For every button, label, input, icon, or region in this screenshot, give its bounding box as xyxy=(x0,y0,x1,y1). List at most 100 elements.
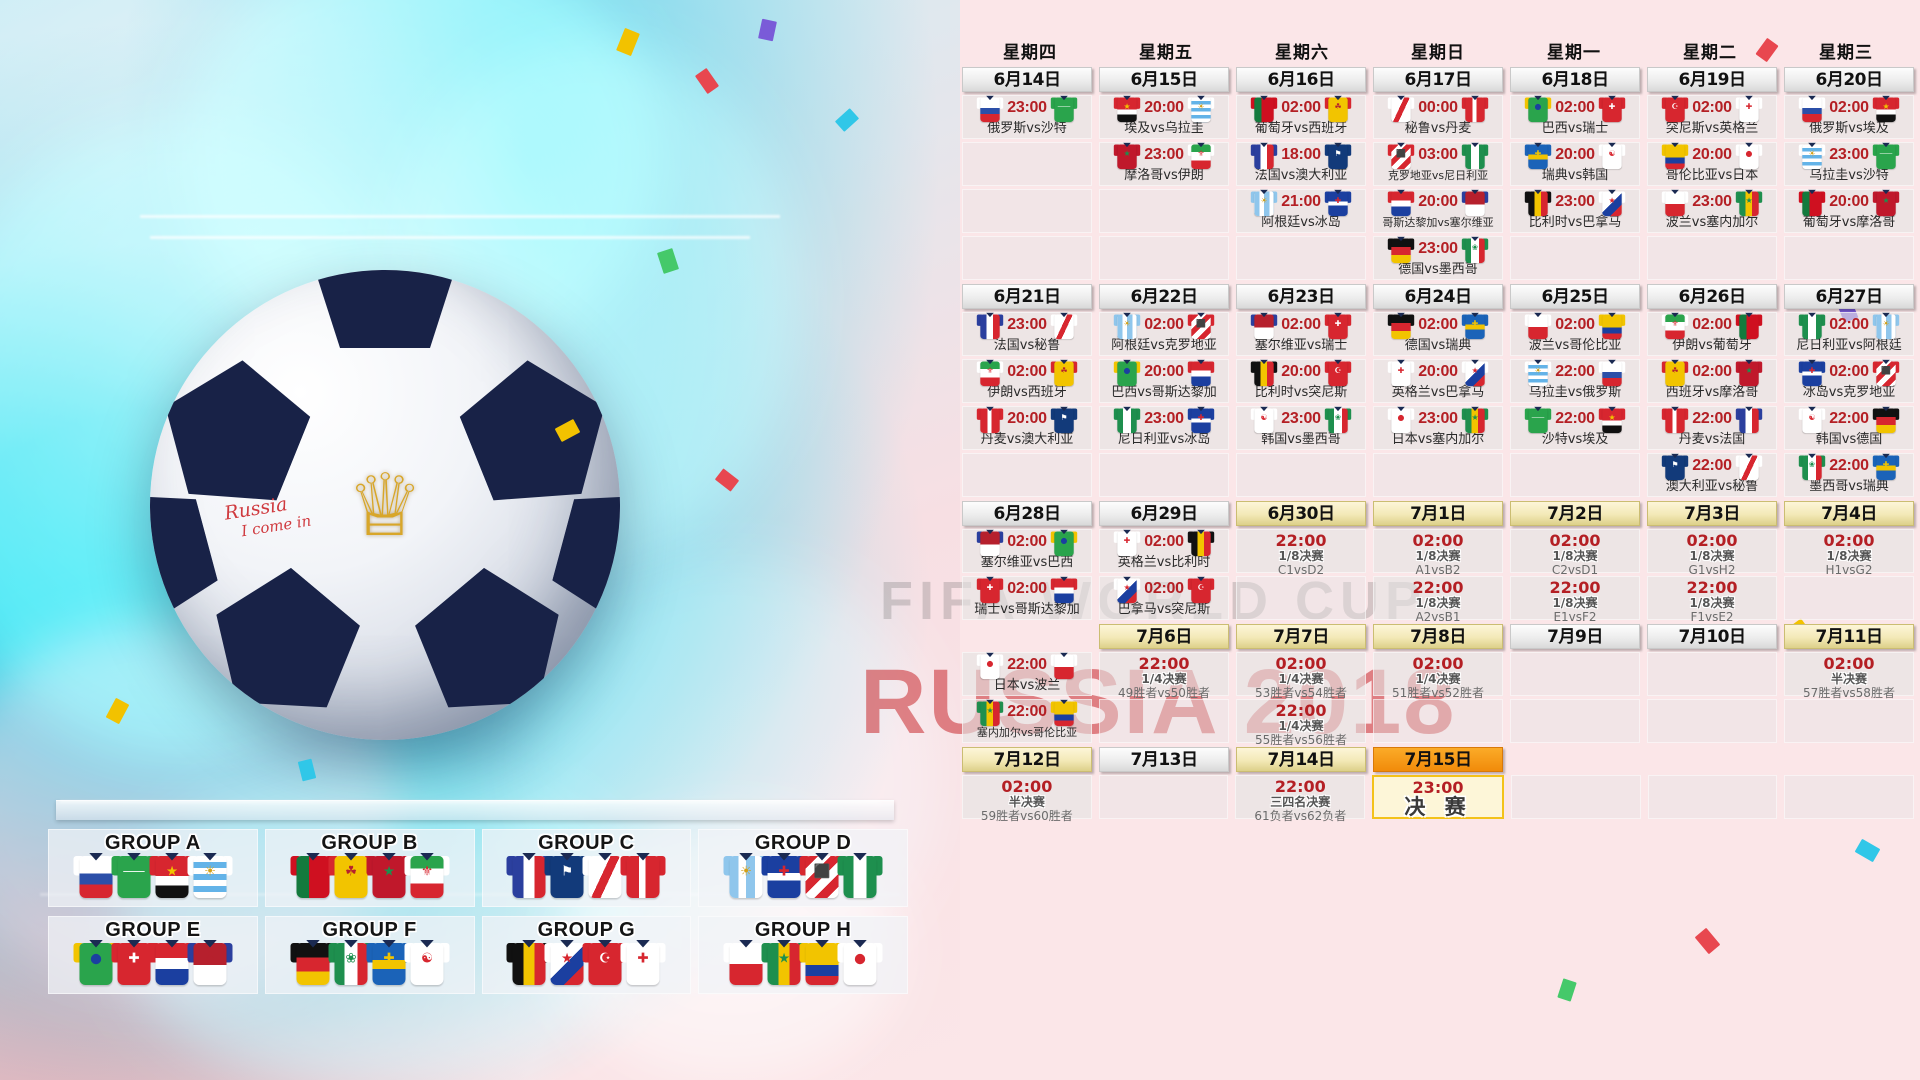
group-match-cell[interactable]: ⚜ 02:00 ☘ 伊朗vs西班牙 xyxy=(962,359,1092,403)
group-match-cell[interactable]: ⬛ 03:00 克罗地亚vs尼日利亚 xyxy=(1373,142,1503,186)
group-box-group-c[interactable]: GROUP C ⚑ xyxy=(481,829,692,907)
date-chip-7月7日[interactable]: 7月7日 xyxy=(1236,624,1366,649)
group-match-cell[interactable]: 20:00 ♁ 哥斯达黎加vs塞尔维亚 xyxy=(1373,189,1503,233)
group-match-cell[interactable]: ⚜ 02:00 伊朗vs葡萄牙 xyxy=(1647,312,1777,356)
date-chip-6月29日[interactable]: 6月29日 xyxy=(1099,501,1229,526)
date-chip-6月17日[interactable]: 6月17日 xyxy=(1373,67,1503,92)
knockout-match-cell[interactable]: 22:00 三四名决赛 61负者vs62负者 xyxy=(1235,775,1366,823)
knockout-match-cell[interactable]: 02:00 半决赛 57胜者vs58胜者 xyxy=(1784,652,1914,700)
group-match-cell[interactable]: 02:00 波兰vs哥伦比亚 xyxy=(1510,312,1640,356)
group-match-cell[interactable]: 02:00 ☘ 葡萄牙vs西班牙 xyxy=(1236,95,1366,139)
knockout-match-cell[interactable]: 02:00 1/8决赛 A1vsB2 xyxy=(1373,529,1503,577)
group-match-cell[interactable]: 23:00 ★ 比利时vs巴拿马 xyxy=(1510,189,1640,233)
group-box-group-g[interactable]: GROUP G ★ ☪ ✚ xyxy=(481,916,692,994)
group-match-cell[interactable]: ☪ 02:00 ✚ 突尼斯vs英格兰 xyxy=(1647,95,1777,139)
group-match-cell[interactable]: ☀ 22:00 乌拉圭vs俄罗斯 xyxy=(1510,359,1640,403)
date-chip-7月1日[interactable]: 7月1日 xyxy=(1373,501,1503,526)
group-match-cell[interactable]: ☯ 23:00 ❀ 韩国vs墨西哥 xyxy=(1236,406,1366,450)
group-match-cell[interactable]: ♁ 02:00 ✚ 塞尔维亚vs瑞士 xyxy=(1236,312,1366,356)
group-match-cell[interactable]: 23:00 ✚ 尼日利亚vs冰岛 xyxy=(1099,406,1229,450)
group-match-cell[interactable]: ✚ 20:00 ★ 英格兰vs巴拿马 xyxy=(1373,359,1503,403)
knockout-match-cell[interactable]: 22:00 1/4决赛 49胜者vs50胜者 xyxy=(1099,652,1229,700)
date-chip-7月9日[interactable]: 7月9日 xyxy=(1510,624,1640,649)
group-match-cell[interactable]: 23:00 ⸺ 俄罗斯vs沙特 xyxy=(962,95,1092,139)
group-match-cell[interactable]: ● 02:00 ✚ 巴西vs瑞士 xyxy=(1510,95,1640,139)
knockout-match-cell[interactable]: 22:00 1/8决赛 F1vsE2 xyxy=(1647,576,1777,624)
group-match-cell[interactable]: ☀ 21:00 ✚ 阿根廷vs冰岛 xyxy=(1236,189,1366,233)
group-match-cell[interactable]: ✚ 20:00 ☯ 瑞典vs韩国 xyxy=(1510,142,1640,186)
date-chip-6月30日[interactable]: 6月30日 xyxy=(1236,501,1366,526)
group-match-cell[interactable]: ☯ 22:00 韩国vs德国 xyxy=(1784,406,1914,450)
date-chip-7月11日[interactable]: 7月11日 xyxy=(1784,624,1914,649)
group-match-cell[interactable]: 23:00 ❀ 德国vs墨西哥 xyxy=(1373,236,1503,280)
date-chip-6月23日[interactable]: 6月23日 xyxy=(1236,284,1366,309)
date-chip-6月18日[interactable]: 6月18日 xyxy=(1510,67,1640,92)
knockout-match-cell[interactable]: 02:00 1/4决赛 51胜者vs52胜者 xyxy=(1373,652,1503,700)
group-match-cell[interactable]: 02:00 ✚ 德国vs瑞典 xyxy=(1373,312,1503,356)
group-match-cell[interactable]: 20:00 ● 哥伦比亚vs日本 xyxy=(1647,142,1777,186)
date-chip-6月26日[interactable]: 6月26日 xyxy=(1647,284,1777,309)
date-chip-7月8日[interactable]: 7月8日 xyxy=(1373,624,1503,649)
group-match-cell[interactable]: ★ 22:00 塞内加尔vs哥伦比亚 xyxy=(962,699,1092,743)
group-match-cell[interactable]: ★ 20:00 ☀ 埃及vs乌拉圭 xyxy=(1099,95,1229,139)
group-match-cell[interactable]: ● 23:00 ★ 日本vs塞内加尔 xyxy=(1373,406,1503,450)
date-chip-6月19日[interactable]: 6月19日 xyxy=(1647,67,1777,92)
date-chip-7月6日[interactable]: 7月6日 xyxy=(1099,624,1229,649)
group-match-cell[interactable]: 20:00 ★ 葡萄牙vs摩洛哥 xyxy=(1784,189,1914,233)
date-chip-6月24日[interactable]: 6月24日 xyxy=(1373,284,1503,309)
group-match-cell[interactable]: ⚑ 22:00 澳大利亚vs秘鲁 xyxy=(1647,453,1777,497)
date-chip-7月12日[interactable]: 7月12日 xyxy=(962,747,1092,772)
group-box-group-e[interactable]: GROUP E ● ✚ ♁ xyxy=(48,916,258,994)
group-match-cell[interactable]: ✚ 02:00 瑞士vs哥斯达黎加 xyxy=(962,576,1092,620)
group-box-group-d[interactable]: GROUP D ☀ ✚ ⬛ xyxy=(698,829,908,907)
group-match-cell[interactable]: ☀ 02:00 ⬛ 阿根廷vs克罗地亚 xyxy=(1099,312,1229,356)
date-chip-6月14日[interactable]: 6月14日 xyxy=(962,67,1092,92)
knockout-match-cell[interactable]: 22:00 1/8决赛 C1vsD2 xyxy=(1236,529,1366,577)
group-match-cell[interactable]: ★ 02:00 ☪ 巴拿马vs突尼斯 xyxy=(1099,576,1229,620)
knockout-match-cell[interactable]: 22:00 1/8决赛 A2vsB1 xyxy=(1373,576,1503,624)
group-match-cell[interactable]: 23:00 ★ 波兰vs塞内加尔 xyxy=(1647,189,1777,233)
knockout-match-cell[interactable]: 02:00 1/8决赛 C2vsD1 xyxy=(1510,529,1640,577)
knockout-match-cell[interactable]: 02:00 半决赛 59胜者vs60胜者 xyxy=(962,775,1092,823)
knockout-match-cell[interactable]: 02:00 1/8决赛 G1vsH2 xyxy=(1647,529,1777,577)
group-match-cell[interactable]: 00:00 秘鲁vs丹麦 xyxy=(1373,95,1503,139)
group-box-group-a[interactable]: GROUP A ⸺ ★ ☀ xyxy=(48,829,258,907)
group-box-group-b[interactable]: GROUP B ☘ ★ ⚜ xyxy=(264,829,475,907)
group-match-cell[interactable]: 23:00 法国vs秘鲁 xyxy=(962,312,1092,356)
group-match-cell[interactable]: 22:00 丹麦vs法国 xyxy=(1647,406,1777,450)
date-chip-6月22日[interactable]: 6月22日 xyxy=(1099,284,1229,309)
date-chip-6月25日[interactable]: 6月25日 xyxy=(1510,284,1640,309)
group-match-cell[interactable]: 20:00 ⚑ 丹麦vs澳大利亚 xyxy=(962,406,1092,450)
group-match-cell[interactable]: ● 20:00 巴西vs哥斯达黎加 xyxy=(1099,359,1229,403)
group-match-cell[interactable]: ♁ 02:00 ● 塞尔维亚vs巴西 xyxy=(962,529,1092,573)
date-chip-6月15日[interactable]: 6月15日 xyxy=(1099,67,1229,92)
group-match-cell[interactable]: 20:00 ☪ 比利时vs突尼斯 xyxy=(1236,359,1366,403)
group-match-cell[interactable]: ● 22:00 日本vs波兰 xyxy=(962,652,1092,696)
group-match-cell[interactable]: ☘ 02:00 ★ 西班牙vs摩洛哥 xyxy=(1647,359,1777,403)
date-chip-7月10日[interactable]: 7月10日 xyxy=(1647,624,1777,649)
date-chip-7月13日[interactable]: 7月13日 xyxy=(1099,747,1229,772)
group-match-cell[interactable]: ☀ 23:00 ⸺ 乌拉圭vs沙特 xyxy=(1784,142,1914,186)
group-match-cell[interactable]: ✚ 02:00 ⬛ 冰岛vs克罗地亚 xyxy=(1784,359,1914,403)
date-chip-7月3日[interactable]: 7月3日 xyxy=(1647,501,1777,526)
final-match-cell[interactable]: 23:00 决 赛 xyxy=(1372,775,1504,819)
date-chip-6月27日[interactable]: 6月27日 xyxy=(1784,284,1914,309)
group-match-cell[interactable]: ⸺ 22:00 ★ 沙特vs埃及 xyxy=(1510,406,1640,450)
date-chip-6月21日[interactable]: 6月21日 xyxy=(962,284,1092,309)
knockout-match-cell[interactable]: 02:00 1/4决赛 53胜者vs54胜者 xyxy=(1236,652,1366,700)
date-chip-7月15日[interactable]: 7月15日 xyxy=(1373,747,1503,772)
group-box-group-f[interactable]: GROUP F ❀ ✚ ☯ xyxy=(264,916,475,994)
date-chip-7月2日[interactable]: 7月2日 xyxy=(1510,501,1640,526)
group-match-cell[interactable]: ★ 23:00 ⚜ 摩洛哥vs伊朗 xyxy=(1099,142,1229,186)
group-box-group-h[interactable]: GROUP H ★ ● xyxy=(698,916,908,994)
date-chip-6月20日[interactable]: 6月20日 xyxy=(1784,67,1914,92)
group-match-cell[interactable]: 18:00 ⚑ 法国vs澳大利亚 xyxy=(1236,142,1366,186)
group-match-cell[interactable]: ✚ 02:00 英格兰vs比利时 xyxy=(1099,529,1229,573)
group-match-cell[interactable]: ❀ 22:00 ✚ 墨西哥vs瑞典 xyxy=(1784,453,1914,497)
group-match-cell[interactable]: 02:00 ★ 俄罗斯vs埃及 xyxy=(1784,95,1914,139)
knockout-match-cell[interactable]: 02:00 1/8决赛 H1vsG2 xyxy=(1784,529,1914,577)
date-chip-6月16日[interactable]: 6月16日 xyxy=(1236,67,1366,92)
group-match-cell[interactable]: 02:00 ☀ 尼日利亚vs阿根廷 xyxy=(1784,312,1914,356)
date-chip-6月28日[interactable]: 6月28日 xyxy=(962,501,1092,526)
date-chip-7月4日[interactable]: 7月4日 xyxy=(1784,501,1914,526)
